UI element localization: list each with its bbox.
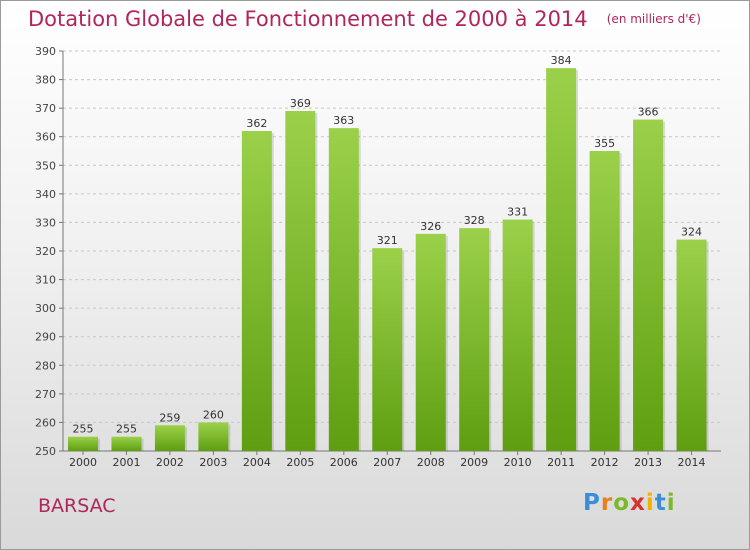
y-tick-label: 340 [35, 188, 56, 201]
bar [372, 248, 403, 451]
logo-letter: r [600, 490, 614, 516]
data-label: 328 [464, 214, 485, 227]
data-label: 362 [246, 117, 267, 130]
bar [502, 219, 533, 451]
y-tick-label: 380 [35, 74, 56, 87]
data-label: 363 [333, 114, 354, 127]
bar [154, 425, 185, 451]
chart-title-main: Dotation Globale de Fonctionnement de 20… [28, 7, 588, 31]
x-tick-label: 2003 [199, 456, 227, 469]
x-tick-label: 2006 [330, 456, 358, 469]
chart-subtitle-unit: (en milliers d'€) [606, 12, 701, 26]
data-label: 324 [681, 226, 702, 239]
y-tick-label: 330 [35, 216, 56, 229]
x-tick-label: 2013 [634, 456, 662, 469]
bar [285, 111, 316, 451]
bar [459, 228, 490, 451]
y-tick-label: 350 [35, 159, 56, 172]
x-tick-label: 2001 [112, 456, 140, 469]
y-tick-label: 250 [35, 445, 56, 458]
x-tick-label: 2000 [69, 456, 97, 469]
bar [328, 128, 359, 451]
bar [241, 131, 272, 451]
data-label: 366 [638, 106, 659, 119]
bar [546, 68, 577, 452]
data-label: 369 [290, 97, 311, 110]
bar [198, 422, 229, 451]
x-tick-label: 2004 [243, 456, 271, 469]
y-tick-label: 290 [35, 331, 56, 344]
logo-letter: P [583, 490, 601, 516]
data-label: 259 [159, 411, 180, 424]
logo-letter: i [666, 490, 676, 516]
x-tick-label: 2008 [417, 456, 445, 469]
x-tick-label: 2005 [286, 456, 314, 469]
x-tick-label: 2014 [678, 456, 706, 469]
y-tick-label: 370 [35, 102, 56, 115]
bar [111, 436, 142, 451]
bar [633, 119, 664, 452]
y-tick-label: 280 [35, 359, 56, 372]
x-tick-label: 2002 [156, 456, 184, 469]
logo-letter: x [630, 490, 646, 516]
y-tick-label: 270 [35, 388, 56, 401]
logo-letter: o [613, 490, 631, 516]
bar [589, 151, 620, 451]
commune-name: BARSAC [38, 495, 116, 517]
data-label: 255 [73, 423, 94, 436]
data-label: 326 [420, 220, 441, 233]
logo-letter: i [645, 490, 655, 516]
data-label: 321 [377, 234, 398, 247]
data-label: 260 [203, 408, 224, 421]
y-tick-label: 390 [35, 45, 56, 58]
x-tick-label: 2007 [373, 456, 401, 469]
y-tick-label: 260 [35, 416, 56, 429]
x-tick-label: 2012 [591, 456, 619, 469]
x-tick-label: 2011 [547, 456, 575, 469]
bar [415, 233, 446, 451]
y-tick-label: 360 [35, 131, 56, 144]
proxiti-logo: Proxiti [583, 490, 676, 516]
bar [676, 239, 707, 451]
x-tick-label: 2009 [460, 456, 488, 469]
data-label: 255 [116, 423, 137, 436]
y-tick-label: 320 [35, 245, 56, 258]
data-label: 331 [507, 206, 528, 219]
bar [68, 436, 98, 451]
chart-title: Dotation Globale de Fonctionnement de 20… [28, 7, 701, 31]
data-label: 384 [551, 54, 572, 67]
data-label: 355 [594, 137, 615, 150]
logo-letter: t [654, 490, 667, 516]
x-tick-label: 2010 [504, 456, 532, 469]
y-tick-label: 310 [35, 274, 56, 287]
y-tick-label: 300 [35, 302, 56, 315]
